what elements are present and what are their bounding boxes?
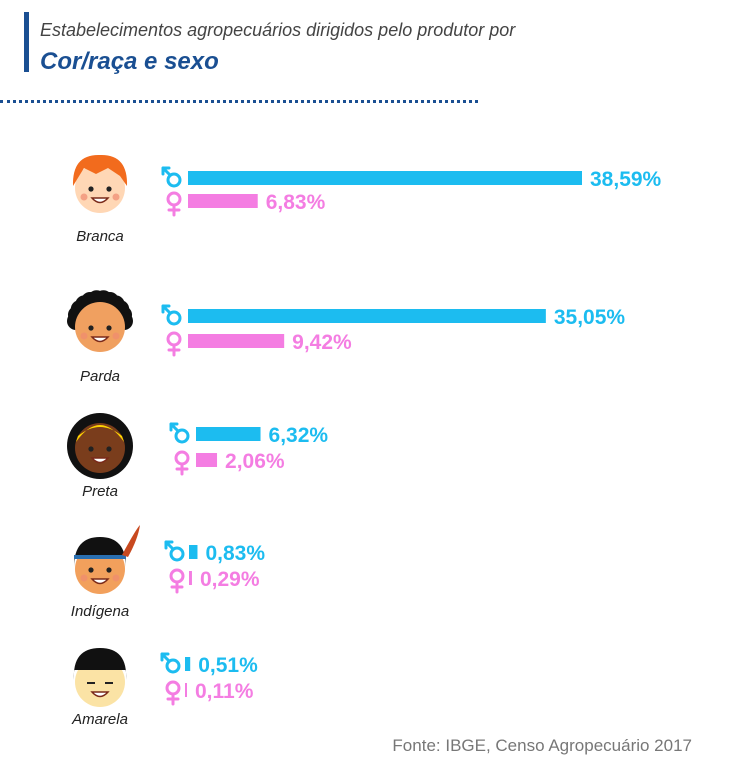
smile xyxy=(90,457,110,464)
male-bar xyxy=(185,657,191,671)
face-skin xyxy=(75,423,125,473)
male-bar xyxy=(188,309,546,323)
male-bar xyxy=(189,545,198,559)
face-branca-icon xyxy=(72,154,128,213)
cheek xyxy=(80,332,88,340)
smile xyxy=(90,691,110,698)
right-eye xyxy=(106,325,112,331)
left-eye xyxy=(88,446,94,452)
male-symbol-icon xyxy=(165,658,181,674)
male-value-label: 35,05% xyxy=(554,306,626,329)
cheek xyxy=(112,332,120,340)
male-value-label: 0,83% xyxy=(205,542,265,565)
left-eye xyxy=(88,325,94,331)
feather-icon xyxy=(122,525,140,557)
male-arrow-icon xyxy=(161,304,172,315)
female-symbol-icon xyxy=(166,331,182,347)
female-value-label: 2,06% xyxy=(225,450,285,473)
face-parda-icon xyxy=(67,290,133,352)
face-skin xyxy=(75,163,125,213)
source-note: Fonte: IBGE, Censo Agropecuário 2017 xyxy=(392,736,692,755)
chart-row-branca: Branca 38,59% 6,83% xyxy=(72,154,662,245)
male-arrow-icon xyxy=(164,540,175,551)
smile xyxy=(90,197,110,204)
male-symbol-icon xyxy=(166,310,182,326)
headband xyxy=(76,425,124,442)
cheek xyxy=(112,193,120,201)
hair xyxy=(73,648,127,680)
face-skin xyxy=(75,302,125,352)
female-cross-icon xyxy=(167,203,181,217)
female-symbol-icon xyxy=(174,450,190,466)
female-symbol-icon xyxy=(166,191,182,207)
smile xyxy=(90,578,110,585)
cheek xyxy=(80,193,88,201)
right-eye xyxy=(106,446,112,452)
female-cross-icon xyxy=(170,580,184,594)
cheek xyxy=(80,574,88,582)
face-preta-icon xyxy=(67,413,133,479)
category-label: Branca xyxy=(76,228,124,245)
category-label: Indígena xyxy=(71,603,129,620)
female-bar xyxy=(188,194,258,208)
male-value-label: 0,51% xyxy=(198,654,258,677)
left-eye xyxy=(88,567,94,573)
category-label: Preta xyxy=(82,483,118,500)
chart-row-parda: Parda 35,05% 9,42% xyxy=(67,290,625,385)
chart-row-preta: Preta 6,32% 2,06% xyxy=(67,413,328,500)
right-eye xyxy=(106,186,112,192)
hair xyxy=(74,537,126,567)
chart-subtitle: Estabelecimentos agropecuários dirigidos… xyxy=(40,20,516,40)
chart-row-amarela: Amarela 0,51% 0,11% xyxy=(71,648,258,728)
hair xyxy=(72,154,128,186)
headband xyxy=(74,555,126,559)
male-value-label: 6,32% xyxy=(269,424,329,447)
male-arrow-icon xyxy=(169,422,180,433)
female-bar xyxy=(189,571,192,585)
male-symbol-icon xyxy=(169,546,185,562)
female-value-label: 9,42% xyxy=(292,331,352,354)
left-eye xyxy=(88,186,94,192)
female-cross-icon xyxy=(166,692,180,706)
cheek xyxy=(112,574,120,582)
smile xyxy=(90,336,110,343)
male-symbol-icon xyxy=(174,428,190,444)
face-indigena-icon xyxy=(74,525,140,594)
female-bar xyxy=(188,334,285,348)
chart-row-indígena: Indígena 0,83% 0,29% xyxy=(71,525,265,620)
dotted-divider xyxy=(0,100,478,103)
male-bar xyxy=(196,427,261,441)
face-amarela-icon xyxy=(73,648,127,707)
female-cross-icon xyxy=(175,462,189,476)
male-arrow-icon xyxy=(160,652,171,663)
female-value-label: 6,83% xyxy=(266,191,326,214)
category-label: Amarela xyxy=(71,711,128,728)
female-value-label: 0,29% xyxy=(200,568,260,591)
male-arrow-icon xyxy=(161,166,172,177)
male-bar xyxy=(188,171,582,185)
female-bar xyxy=(196,453,218,467)
category-label: Parda xyxy=(80,368,120,385)
female-value-label: 0,11% xyxy=(195,680,254,703)
male-value-label: 38,59% xyxy=(590,168,662,191)
female-bar xyxy=(185,683,187,697)
right-eye xyxy=(106,567,112,573)
title-accent-bar xyxy=(24,12,29,72)
female-symbol-icon xyxy=(165,680,181,696)
female-cross-icon xyxy=(167,343,181,357)
male-symbol-icon xyxy=(166,172,182,188)
female-symbol-icon xyxy=(169,568,185,584)
chart-title: Cor/raça e sexo xyxy=(40,48,219,75)
